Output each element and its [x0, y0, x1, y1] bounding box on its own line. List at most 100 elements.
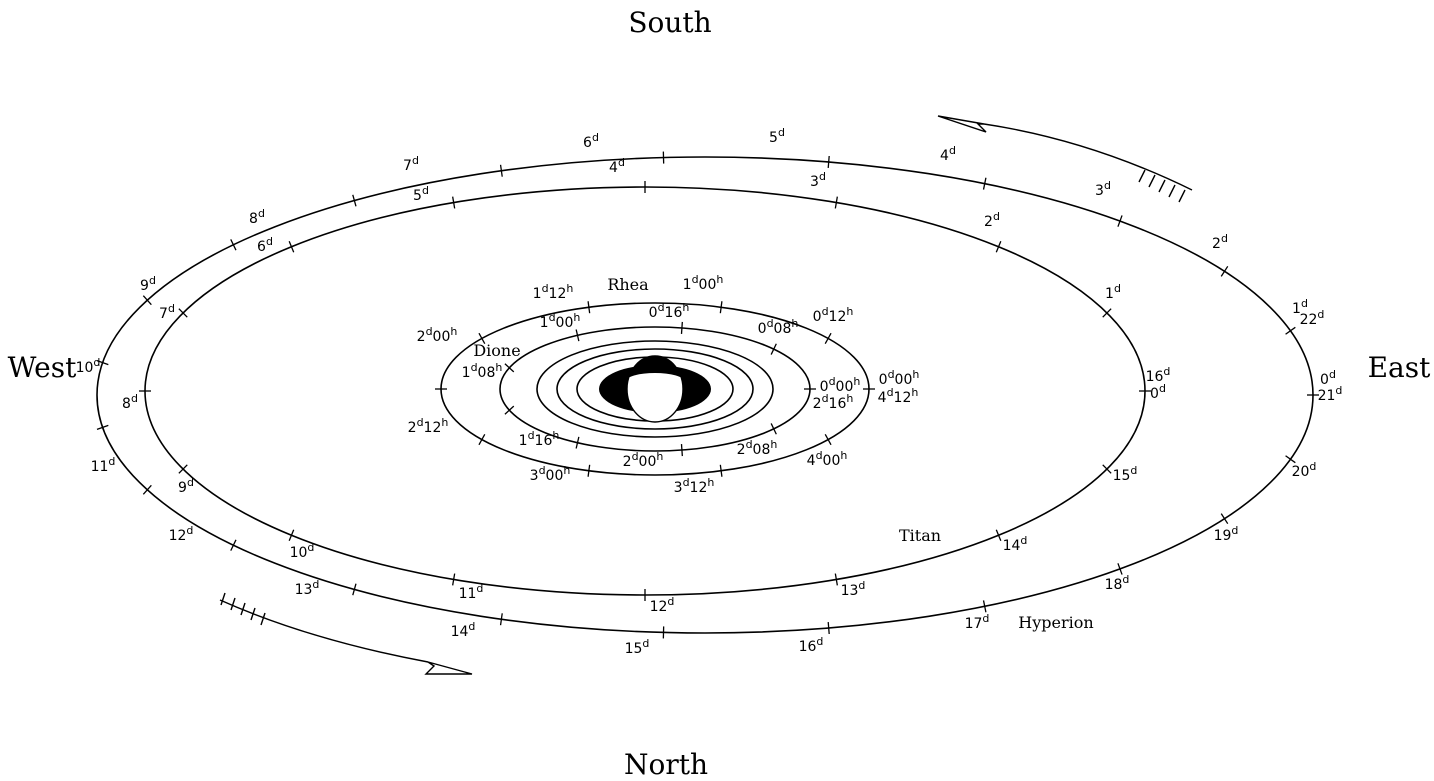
direction-north: North: [624, 748, 708, 781]
orbit-tick-titan-3: [834, 196, 838, 209]
mark-label-hyperion-2: 2d: [1212, 232, 1228, 252]
orbit-tick-hyperion-1: [1285, 326, 1296, 335]
orbit-tick-hyperion-14: [230, 539, 237, 551]
mark-label-hyperion-8: 8d: [249, 207, 265, 227]
orbit-tick-titan-10: [288, 529, 295, 542]
mark-label-titan-13: 13d: [841, 579, 866, 599]
motion-arrow-bottom: [219, 592, 473, 675]
mark-label-rhea-4: 2d00h: [417, 325, 458, 345]
mark-label-hyperion-14: 14d: [451, 620, 476, 640]
orbit-tick-hyperion-16: [499, 613, 503, 626]
mark-label-hyperion-5: 5d: [769, 126, 785, 146]
moon-label-titan: Titan: [899, 526, 941, 545]
mark-label-hyperion-20: 20d: [1292, 460, 1317, 480]
orbit-enceladus: [556, 348, 754, 430]
orbit-tick-dione-8: [770, 423, 777, 435]
orbit-tick-hyperion-21: [1220, 513, 1229, 525]
orbit-tick-titan-6: [288, 240, 295, 253]
mark-label-dione-1: 0d08h: [758, 317, 799, 337]
mark-label-hyperion-3: 3d: [1095, 179, 1111, 199]
orbit-tick-hyperion-7: [499, 164, 503, 177]
mark-label-hyperion-0: 0d: [1320, 368, 1336, 388]
orbit-tick-hyperion-15: [352, 583, 357, 596]
moon-label-hyperion: Hyperion: [1018, 613, 1093, 632]
mark-label-dione-3: 1d00h: [540, 311, 581, 331]
mark-label-titan-16: 16d: [1146, 365, 1171, 385]
orbit-tick-hyperion-4: [982, 177, 987, 190]
orbit-tick-dione-5: [504, 405, 515, 415]
orbit-tick-titan-7: [178, 308, 188, 318]
orbit-tick-titan-2: [995, 240, 1002, 253]
mark-label-titan-3: 3d: [810, 170, 826, 190]
mark-label-dione-8: 2d16h: [813, 392, 854, 412]
mark-label-hyperion-9: 9d: [140, 274, 156, 294]
mark-label-titan-10: 10d: [290, 541, 315, 561]
mark-label-hyperion-16: 16d: [799, 635, 824, 655]
orbit-tick-hyperion-12: [96, 424, 109, 431]
mark-label-titan-2: 2d: [984, 210, 1000, 230]
direction-east: East: [1368, 351, 1432, 384]
mark-label-hyperion-7: 7d: [403, 154, 419, 174]
orbit-tick-dione-6: [575, 436, 580, 449]
orbit-tick-rhea-1: [824, 332, 832, 345]
orbit-tick-titan-1: [1102, 308, 1112, 318]
orbit-tick-rhea-2: [719, 301, 723, 314]
mark-label-rhea-0: 0d00h: [879, 368, 920, 388]
mark-label-titan-1: 1d: [1105, 282, 1121, 302]
mark-label-titan-8: 8d: [122, 392, 138, 412]
moon-label-dione: Dione: [473, 341, 520, 360]
mark-label-hyperion-13: 13d: [295, 578, 320, 598]
orbit-tick-dione-3: [575, 329, 580, 342]
mark-label-dione-0: 0d00h: [820, 375, 861, 395]
orbit-tick-hyperion-11: [96, 359, 109, 366]
mark-label-rhea-2: 1d00h: [683, 273, 724, 293]
orbit-tick-hyperion-2: [1220, 265, 1229, 277]
orbit-tick-hyperion-3: [1117, 215, 1123, 227]
orbit-tick-hyperion-22: [1285, 455, 1296, 464]
mark-label-titan-6: 6d: [257, 235, 273, 255]
mark-label-hyperion-17: 17d: [965, 612, 990, 632]
mark-label-rhea-9: 4d12h: [878, 386, 919, 406]
mark-label-dione-5: 1d16h: [519, 429, 560, 449]
mark-label-hyperion-4: 4d: [940, 144, 956, 164]
orbit-tick-rhea-7: [587, 464, 591, 477]
moon-label-rhea: Rhea: [607, 275, 649, 294]
orbit-tick-titan-13: [834, 573, 838, 586]
direction-south: South: [628, 6, 711, 39]
mark-label-titan-5: 5d: [413, 184, 429, 204]
mark-label-rhea-3: 1d12h: [533, 282, 574, 302]
orbit-tick-rhea-4: [478, 332, 486, 345]
orbit-tick-rhea-8: [719, 464, 723, 477]
direction-west: West: [8, 351, 77, 384]
mark-label-titan-14: 14d: [1003, 534, 1028, 554]
mark-label-titan-0: 0d: [1150, 382, 1166, 402]
mark-label-hyperion-10: 10d: [76, 356, 101, 376]
mark-label-hyperion-19: 19d: [1214, 524, 1239, 544]
orbit-tick-hyperion-20: [1117, 563, 1123, 575]
mark-label-titan-12: 12d: [650, 595, 675, 615]
mark-label-hyperion-6: 6d: [583, 131, 599, 151]
motion-arrow-top: [937, 115, 1193, 203]
orbit-tick-titan-5: [452, 196, 456, 209]
mark-label-dione-4: 1d08h: [462, 361, 503, 381]
mark-label-hyperion-11: 11d: [91, 455, 116, 475]
mark-label-hyperion-12: 12d: [169, 524, 194, 544]
orbit-tick-dione-7: [680, 444, 683, 457]
mark-label-titan-11: 11d: [459, 582, 484, 602]
orbit-tick-titan-15: [1102, 464, 1112, 474]
mark-label-dione-2: 0d16h: [649, 301, 690, 321]
mark-label-hyperion-15: 15d: [625, 637, 650, 657]
mark-label-rhea-7: 3d12h: [674, 476, 715, 496]
orbit-tick-titan-14: [995, 529, 1002, 542]
saturn-planet: [599, 355, 711, 423]
mark-label-titan-15: 15d: [1113, 464, 1138, 484]
orbit-tick-hyperion-19: [982, 600, 987, 613]
mark-label-titan-7: 7d: [159, 302, 175, 322]
orbit-tick-hyperion-10: [142, 295, 152, 306]
orbit-tick-dione-4: [504, 363, 515, 373]
mark-label-hyperion-18: 18d: [1105, 573, 1130, 593]
mark-label-hyperion-22: 22d: [1300, 308, 1325, 328]
orbit-tick-rhea-9: [824, 433, 832, 446]
mark-label-rhea-8: 4d00h: [807, 449, 848, 469]
